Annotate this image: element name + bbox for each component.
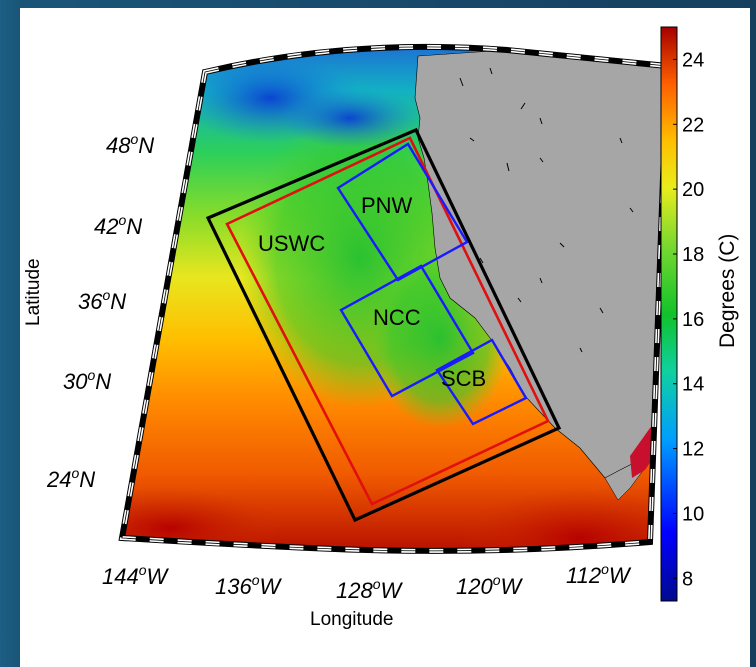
colorbar-tick-label: 16 [682,309,704,331]
region-box-uswc-outer [205,127,562,523]
longitude-labels: 144oW 136oW 128oW 120oW 112oW [102,561,632,603]
region-labels: USWC PNW NCC SCB [258,193,486,391]
region-label-uswc: USWC [258,231,325,256]
colorbar-tick-label: 10 [682,503,704,525]
colorbar-tick-label: 8 [682,568,693,590]
region-box-pnw [336,142,469,282]
region-box-scb [435,338,528,426]
colorbar-tick-label: 22 [682,114,704,136]
colorbar-tick-label: 14 [682,374,704,396]
region-boxes [205,127,562,523]
sst-field [122,46,667,551]
lat-label-42: 42oN [94,212,142,239]
region-box-ncc [339,264,475,398]
y-axis-title: Latitude [23,258,44,326]
region-box-uswc-inner [225,136,550,506]
colorbar-scale [660,26,678,602]
colorbar: 24 22 20 18 16 14 12 10 8 Degrees (C) [660,26,739,602]
lat-label-48: 48oN [106,131,154,158]
colorbar-tick-label: 24 [682,49,704,71]
figure-panel: USWC PNW NCC SCB 48oN 42oN 36oN 30oN 24o… [20,8,750,667]
lat-label-24: 24oN [46,465,95,492]
lon-label-120: 120oW [456,572,524,599]
region-label-scb: SCB [441,366,486,391]
colorbar-tick-label: 18 [682,244,704,266]
colorbar-ticks: 24 22 20 18 16 14 12 10 8 [673,49,704,590]
map-frame [118,43,671,554]
lon-label-112: 112oW [566,561,632,588]
lat-label-30: 30oN [63,367,111,394]
latitude-labels: 48oN 42oN 36oN 30oN 24oN [46,131,154,492]
region-label-pnw: PNW [361,193,413,218]
region-label-ncc: NCC [373,305,421,330]
lon-label-136: 136oW [215,572,283,599]
x-axis-title: Longitude [310,609,393,630]
colorbar-tick-label: 20 [682,179,704,201]
lon-label-128: 128oW [336,576,404,603]
lat-label-36: 36oN [78,287,126,314]
colorbar-tick-label: 12 [682,439,704,461]
colorbar-label: Degrees (C) [716,234,739,348]
lon-label-144: 144oW [102,562,170,589]
sst-map-figure: USWC PNW NCC SCB 48oN 42oN 36oN 30oN 24o… [23,26,739,630]
